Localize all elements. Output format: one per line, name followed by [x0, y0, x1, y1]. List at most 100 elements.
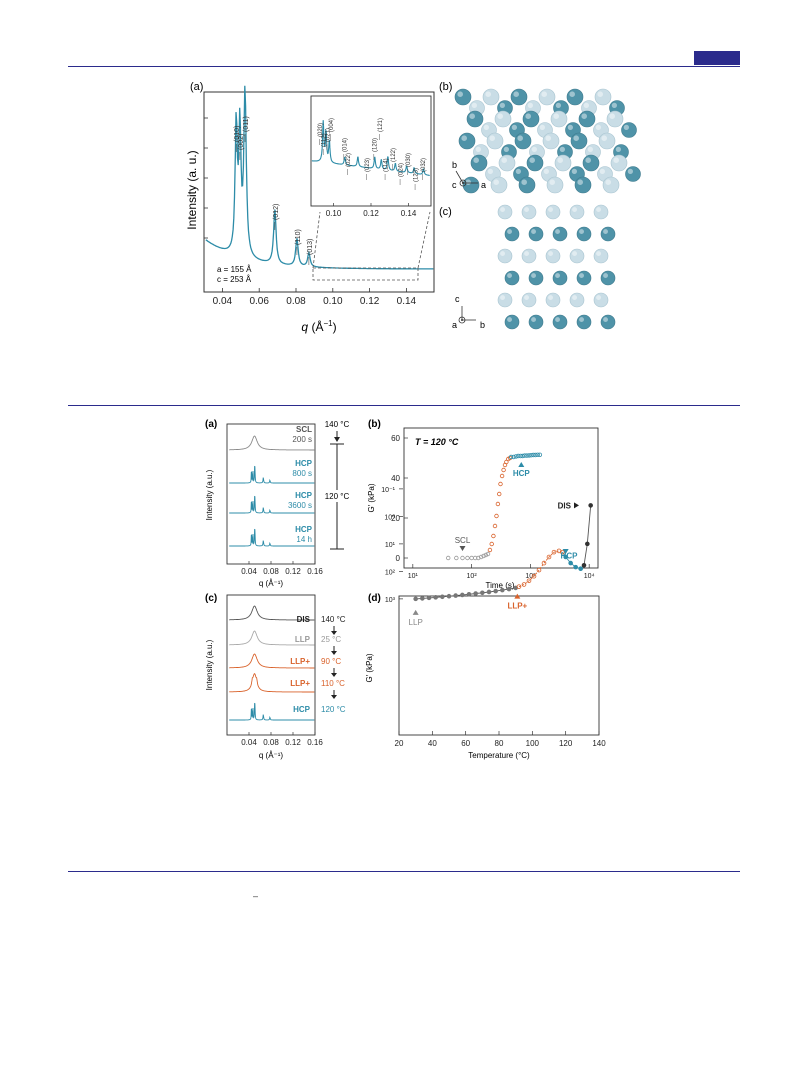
- sphere-body: [576, 270, 592, 286]
- sphere-highlight: [499, 102, 505, 108]
- data-point: [515, 453, 521, 459]
- data-point: [522, 453, 527, 458]
- sphere: [521, 204, 537, 220]
- hcp-label: HCP: [513, 469, 531, 478]
- trace-hcp: [229, 465, 315, 484]
- section-rule-2: [68, 871, 740, 872]
- sphere-body: [521, 204, 537, 220]
- sphere-highlight: [525, 113, 531, 119]
- sphere-body: [574, 176, 592, 194]
- sphere: [545, 292, 561, 308]
- hcp-marker: [562, 549, 569, 554]
- sphere: [600, 314, 616, 330]
- data-point: [528, 453, 534, 458]
- sphere: [600, 226, 616, 242]
- hcp-lattice-b: [454, 88, 641, 194]
- trace-llp-plus: [229, 653, 315, 669]
- sphere-body: [606, 110, 624, 128]
- llp-plus-label: LLP+: [507, 602, 527, 611]
- x-axis-label: q (Å⁻¹): [259, 751, 284, 760]
- inset-frame: [310, 95, 432, 207]
- axes-indicator-b: b c a: [452, 160, 486, 190]
- data-points: [413, 503, 593, 602]
- y-tick-label: 20: [391, 514, 400, 523]
- axes: 10³ 10² 10¹ 10⁰ 10⁻¹ 20 40 60 80 100 120 140: [381, 487, 606, 748]
- sphere: [454, 88, 472, 106]
- hcp-label: HCP: [561, 552, 579, 561]
- sphere: [552, 314, 568, 330]
- peak-label: (120): [372, 138, 378, 152]
- sphere-highlight: [524, 251, 529, 256]
- sphere-highlight: [524, 295, 529, 300]
- plot-frame: [398, 595, 600, 736]
- data-point: [480, 590, 485, 596]
- llp-plus-marker: [514, 593, 521, 599]
- sphere-highlight: [572, 207, 577, 212]
- sphere-highlight: [527, 102, 533, 108]
- figure1-panel-a: (a) Intensity (a. u.) 0.04 0.06 0.08 0.10 0.…: [185, 81, 435, 334]
- saxs-traces: [229, 605, 315, 721]
- data-point: [568, 560, 573, 566]
- x-tick-label: 100: [526, 739, 540, 748]
- axis-a-label: a: [481, 180, 486, 190]
- sphere-body: [625, 166, 641, 182]
- peak-label: (121): [378, 118, 384, 132]
- plot-frame: [203, 91, 435, 293]
- trace-hcp: [229, 702, 315, 721]
- sphere: [510, 88, 528, 106]
- trace-condition: 140 °C: [321, 615, 346, 624]
- y-axis-label: G′ (kPa): [367, 483, 376, 512]
- sphere-body: [578, 110, 596, 128]
- sphere: [462, 176, 480, 194]
- zoom-guide-left: [312, 211, 321, 269]
- sphere-highlight: [529, 157, 535, 163]
- trace-phase: HCP: [295, 491, 313, 500]
- trace-phase: HCP: [293, 705, 311, 714]
- sphere-body: [526, 154, 544, 172]
- sphere-highlight: [596, 251, 601, 256]
- data-point: [518, 453, 523, 459]
- data-point: [491, 533, 496, 539]
- data-point: [446, 593, 452, 599]
- data-point: [521, 582, 527, 587]
- trace-condition: 90 °C: [321, 657, 341, 666]
- sphere-highlight: [517, 135, 523, 141]
- trace-labels: DIS 140 °C LLP 25 °C LLP+ 90 °C LLP+ 110 °C HCP 1…: [290, 615, 346, 714]
- sphere: [569, 248, 585, 264]
- sphere-highlight: [555, 317, 560, 322]
- peak-label: (114): [384, 158, 390, 172]
- sphere: [466, 110, 484, 128]
- sphere: [521, 292, 537, 308]
- sphere-highlight: [603, 229, 608, 234]
- data-point: [513, 454, 519, 459]
- x-tick-label: 40: [428, 739, 437, 748]
- plot-frame: [403, 427, 599, 569]
- data-point: [453, 593, 458, 598]
- sphere-highlight: [503, 146, 509, 152]
- panel-label: (a): [190, 81, 203, 93]
- sphere-highlight: [599, 168, 605, 174]
- sphere-highlight: [559, 146, 565, 152]
- sphere-body: [521, 292, 537, 308]
- sphere-body: [521, 248, 537, 264]
- saxs-traces: [229, 435, 315, 547]
- data-point: [506, 586, 512, 592]
- x-tick-label: 10²: [467, 573, 478, 580]
- sphere-highlight: [548, 207, 553, 212]
- sphere-highlight: [579, 317, 584, 322]
- sphere-body: [545, 204, 561, 220]
- x-tick-label: 0.12: [285, 567, 301, 576]
- peak-label: (021): [325, 128, 331, 142]
- y-tick-label: 0: [396, 554, 401, 563]
- inset-tick-label: 0.12: [363, 209, 379, 218]
- peak-label: (032): [421, 158, 427, 172]
- sphere: [486, 132, 504, 150]
- trace-condition: 800 s: [292, 469, 312, 478]
- data-point: [473, 591, 478, 596]
- x-tick-label: 140: [592, 739, 606, 748]
- x-tick-label: 0.12: [360, 296, 380, 307]
- sphere-highlight: [601, 135, 607, 141]
- sphere: [497, 248, 513, 264]
- x-axis-label: q (Å−1): [301, 319, 336, 334]
- y-axis-label: Intensity (a.u.): [205, 639, 214, 690]
